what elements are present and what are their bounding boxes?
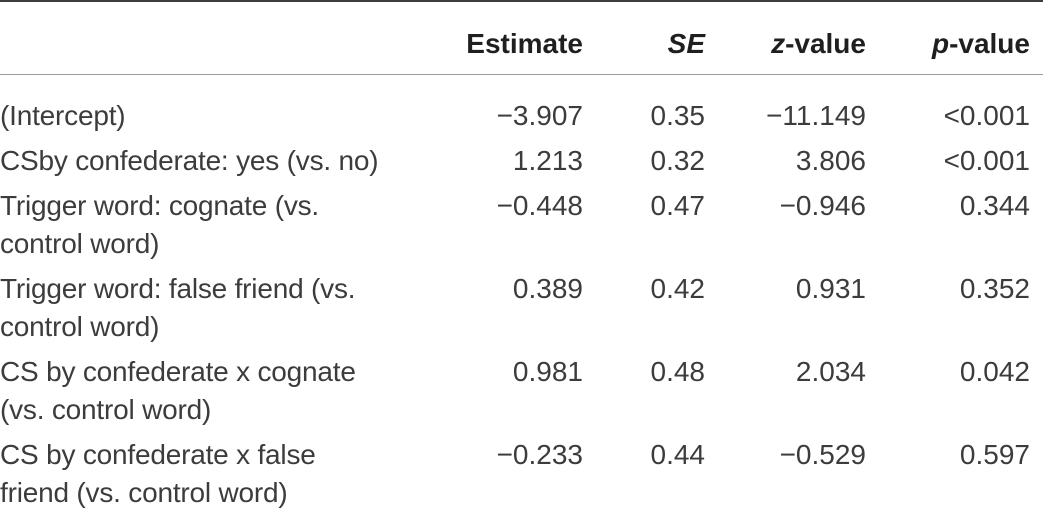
table-row-intercept: (Intercept) −3.907 0.35 −11.149 <0.001 xyxy=(0,75,1043,139)
se-cell: 0.42 xyxy=(650,273,706,304)
z-value-cell: −0.946 xyxy=(779,190,866,221)
header-estimate: Estimate xyxy=(443,1,583,75)
header-se: SE xyxy=(583,1,705,75)
estimate-cell: −0.448 xyxy=(496,190,583,221)
header-predictor-blank xyxy=(0,1,443,75)
se-cell: 0.48 xyxy=(650,356,706,387)
z-value-cell: 3.806 xyxy=(795,145,866,176)
header-z-italic: z xyxy=(771,28,786,59)
header-p-value: p-value xyxy=(866,1,1043,75)
header-p-italic: p xyxy=(931,28,950,59)
z-value-cell: 2.034 xyxy=(795,356,866,387)
table-row-interaction-cognate: CS by confederate x cognate (vs. control… xyxy=(0,350,1043,433)
estimate-cell: 1.213 xyxy=(512,145,583,176)
row-label: CSby confederate: yes (vs. no) xyxy=(0,145,379,176)
p-value-cell: <0.001 xyxy=(943,100,1030,131)
row-label: CS by confederate x false friend (vs. co… xyxy=(0,439,316,508)
p-value-cell: <0.001 xyxy=(943,145,1030,176)
estimate-cell: −0.233 xyxy=(496,439,583,470)
estimate-cell: 0.981 xyxy=(512,356,583,387)
header-z-rest: -value xyxy=(785,28,866,59)
se-cell: 0.44 xyxy=(650,439,706,470)
se-cell: 0.35 xyxy=(650,100,706,131)
regression-results-table: Estimate SE z-value p-value (Intercept) … xyxy=(0,0,1043,516)
se-cell: 0.47 xyxy=(650,190,706,221)
header-row: Estimate SE z-value p-value xyxy=(0,1,1043,75)
row-label: Trigger word: cognate (vs. control word) xyxy=(0,190,320,259)
header-z-value: z-value xyxy=(705,1,866,75)
p-value-cell: 0.042 xyxy=(959,356,1030,387)
p-value-cell: 0.597 xyxy=(959,439,1030,470)
header-p-rest: -value xyxy=(949,28,1030,59)
estimate-cell: 0.389 xyxy=(512,273,583,304)
row-label: CS by confederate x cognate (vs. control… xyxy=(0,356,356,425)
table-row-cs-by-confederate: CSby confederate: yes (vs. no) 1.213 0.3… xyxy=(0,139,1043,184)
table-row-trigger-false-friend: Trigger word: false friend (vs. control … xyxy=(0,267,1043,350)
row-label: (Intercept) xyxy=(0,100,126,131)
table-row-trigger-cognate: Trigger word: cognate (vs. control word)… xyxy=(0,184,1043,267)
header-se-label: SE xyxy=(667,28,705,59)
header-estimate-label: Estimate xyxy=(466,28,583,59)
p-value-cell: 0.352 xyxy=(959,273,1030,304)
table-row-interaction-false-friend: CS by confederate x false friend (vs. co… xyxy=(0,433,1043,516)
estimate-cell: −3.907 xyxy=(496,100,583,131)
table-header: Estimate SE z-value p-value xyxy=(0,1,1043,75)
row-label: Trigger word: false friend (vs. control … xyxy=(0,273,356,342)
z-value-cell: 0.931 xyxy=(795,273,866,304)
table-body: (Intercept) −3.907 0.35 −11.149 <0.001 C… xyxy=(0,75,1043,516)
p-value-cell: 0.344 xyxy=(959,190,1030,221)
se-cell: 0.32 xyxy=(650,145,706,176)
z-value-cell: −0.529 xyxy=(779,439,866,470)
z-value-cell: −11.149 xyxy=(766,100,866,131)
